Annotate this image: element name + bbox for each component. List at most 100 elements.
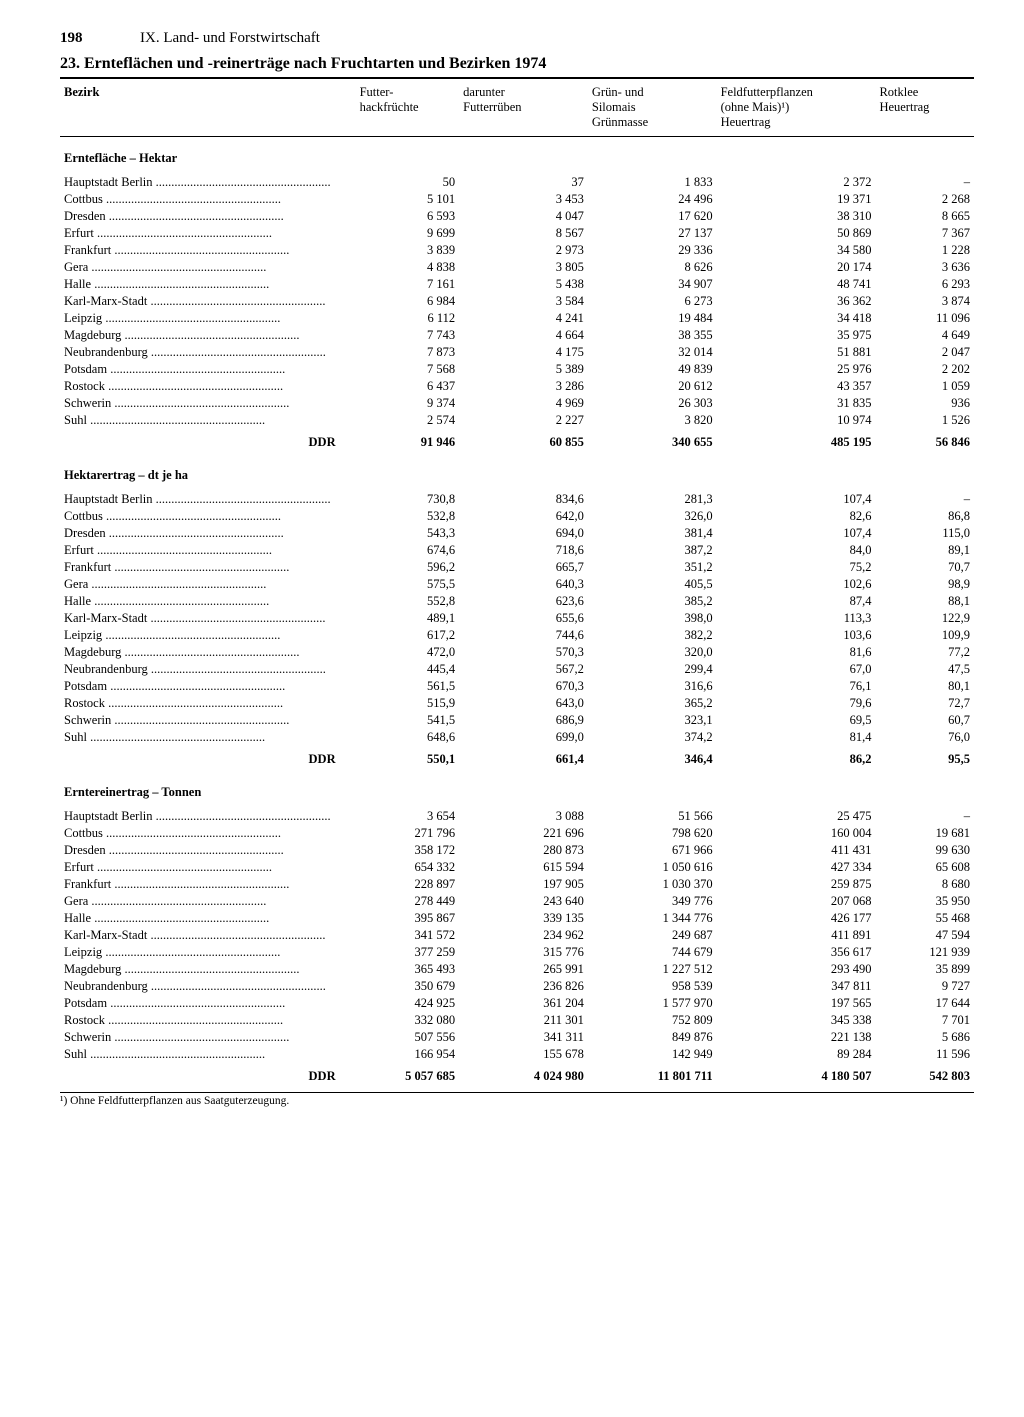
region-label: Frankfurt ..............................… xyxy=(60,242,356,259)
cell: 515,9 xyxy=(356,695,460,712)
region-label: Neubrandenburg .........................… xyxy=(60,661,356,678)
cell: 326,0 xyxy=(588,508,717,525)
cell: 1 050 616 xyxy=(588,859,717,876)
col-header-1: Futter-hackfrüchte xyxy=(356,79,460,137)
cell: 8 626 xyxy=(588,259,717,276)
cell: 51 881 xyxy=(717,344,876,361)
total-cell: 56 846 xyxy=(875,429,974,454)
cell: 281,3 xyxy=(588,491,717,508)
cell: 122,9 xyxy=(875,610,974,627)
cell: 2 202 xyxy=(875,361,974,378)
cell: 1 030 370 xyxy=(588,876,717,893)
region-label: Hauptstadt Berlin ......................… xyxy=(60,808,356,825)
cell: 3 805 xyxy=(459,259,588,276)
cell: 2 574 xyxy=(356,412,460,429)
section-label-text: Hektarertrag – dt je ha xyxy=(60,454,974,491)
cell: – xyxy=(875,491,974,508)
cell: 75,2 xyxy=(717,559,876,576)
cell: 234 962 xyxy=(459,927,588,944)
cell: 615 594 xyxy=(459,859,588,876)
region-label: Cottbus ................................… xyxy=(60,191,356,208)
total-label: DDR xyxy=(60,1063,356,1088)
cell: 20 612 xyxy=(588,378,717,395)
cell: 4 969 xyxy=(459,395,588,412)
cell: 387,2 xyxy=(588,542,717,559)
cell: 1 228 xyxy=(875,242,974,259)
cell: 47 594 xyxy=(875,927,974,944)
cell: 102,6 xyxy=(717,576,876,593)
cell: 411 431 xyxy=(717,842,876,859)
region-label: Suhl ...................................… xyxy=(60,1046,356,1063)
cell: 4 047 xyxy=(459,208,588,225)
cell: 35 975 xyxy=(717,327,876,344)
region-label: Cottbus ................................… xyxy=(60,508,356,525)
cell: 24 496 xyxy=(588,191,717,208)
table-row: Leipzig ................................… xyxy=(60,627,974,644)
cell: 356 617 xyxy=(717,944,876,961)
region-label: Hauptstadt Berlin ......................… xyxy=(60,174,356,191)
cell: 3 453 xyxy=(459,191,588,208)
cell: 349 776 xyxy=(588,893,717,910)
cell: 532,8 xyxy=(356,508,460,525)
col-header-4: Feldfutterpflanzen(ohne Mais)¹)Heuertrag xyxy=(717,79,876,137)
table-row: Magdeburg ..............................… xyxy=(60,644,974,661)
cell: 3 654 xyxy=(356,808,460,825)
cell: 315 776 xyxy=(459,944,588,961)
table-row: Karl-Marx-Stadt ........................… xyxy=(60,610,974,627)
total-cell: 11 801 711 xyxy=(588,1063,717,1088)
cell: 1 526 xyxy=(875,412,974,429)
cell: 3 286 xyxy=(459,378,588,395)
cell: 81,4 xyxy=(717,729,876,746)
cell: 320,0 xyxy=(588,644,717,661)
region-label: Rostock ................................… xyxy=(60,378,356,395)
cell: 50 869 xyxy=(717,225,876,242)
cell: 76,1 xyxy=(717,678,876,695)
cell: 5 389 xyxy=(459,361,588,378)
table-row: Erfurt .................................… xyxy=(60,542,974,559)
cell: 365,2 xyxy=(588,695,717,712)
total-cell: 4 180 507 xyxy=(717,1063,876,1088)
cell: 648,6 xyxy=(356,729,460,746)
region-label: Neubrandenburg .........................… xyxy=(60,344,356,361)
cell: 197 565 xyxy=(717,995,876,1012)
table-row: Gera ...................................… xyxy=(60,259,974,276)
cell: 278 449 xyxy=(356,893,460,910)
region-label: Schwerin ...............................… xyxy=(60,1029,356,1046)
cell: 99 630 xyxy=(875,842,974,859)
table-row: Potsdam ................................… xyxy=(60,678,974,695)
cell: 60,7 xyxy=(875,712,974,729)
cell: 567,2 xyxy=(459,661,588,678)
cell: 221 696 xyxy=(459,825,588,842)
cell: 2 227 xyxy=(459,412,588,429)
cell: 7 568 xyxy=(356,361,460,378)
cell: 49 839 xyxy=(588,361,717,378)
cell: 665,7 xyxy=(459,559,588,576)
table-row: Gera ...................................… xyxy=(60,893,974,910)
cell: 570,3 xyxy=(459,644,588,661)
cell: 744,6 xyxy=(459,627,588,644)
section-label: Erntereinertrag – Tonnen xyxy=(60,771,974,808)
cell: 405,5 xyxy=(588,576,717,593)
cell: 9 727 xyxy=(875,978,974,995)
cell: 38 310 xyxy=(717,208,876,225)
table-row: Hauptstadt Berlin ......................… xyxy=(60,491,974,508)
total-cell: 542 803 xyxy=(875,1063,974,1088)
table-row: Neubrandenburg .........................… xyxy=(60,978,974,995)
table-row: Magdeburg ..............................… xyxy=(60,961,974,978)
cell: 849 876 xyxy=(588,1029,717,1046)
cell: 249 687 xyxy=(588,927,717,944)
total-cell: 550,1 xyxy=(356,746,460,771)
cell: 70,7 xyxy=(875,559,974,576)
cell: 107,4 xyxy=(717,491,876,508)
table-row: Cottbus ................................… xyxy=(60,825,974,842)
cell: 4 175 xyxy=(459,344,588,361)
table-row: Frankfurt ..............................… xyxy=(60,559,974,576)
cell: 8 567 xyxy=(459,225,588,242)
cell: 686,9 xyxy=(459,712,588,729)
total-cell: 86,2 xyxy=(717,746,876,771)
cell: 35 950 xyxy=(875,893,974,910)
table-row: Frankfurt ..............................… xyxy=(60,876,974,893)
total-cell: 95,5 xyxy=(875,746,974,771)
cell: 17 644 xyxy=(875,995,974,1012)
cell: 541,5 xyxy=(356,712,460,729)
